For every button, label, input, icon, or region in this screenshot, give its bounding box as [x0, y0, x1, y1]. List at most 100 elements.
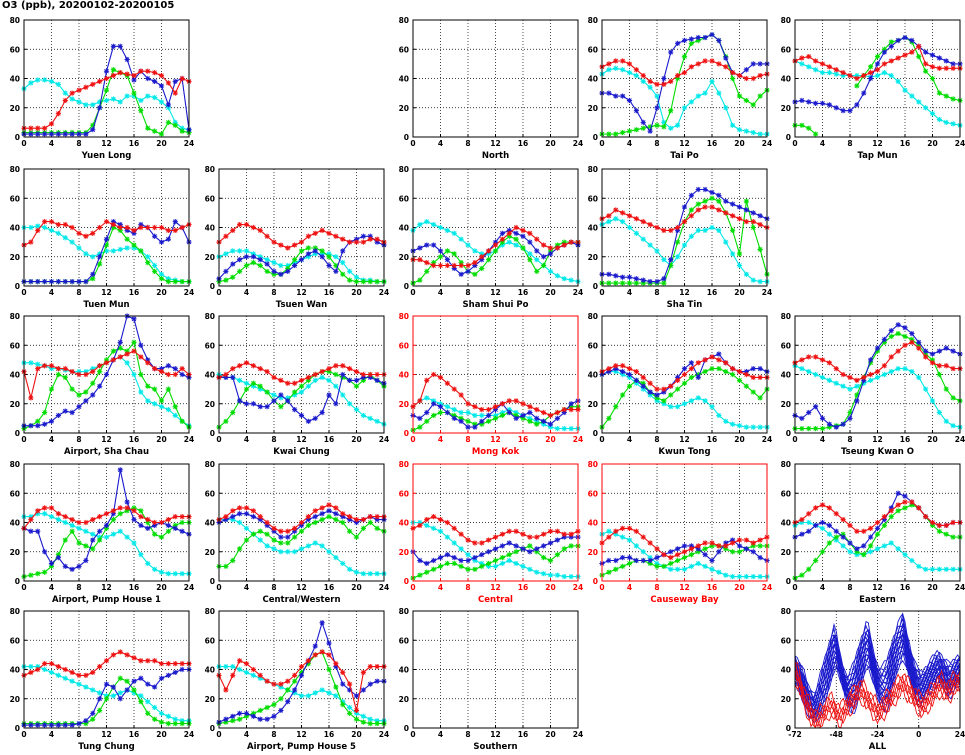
series-blue-point	[172, 78, 178, 85]
y-tick-label: 40	[781, 666, 791, 675]
x-tick-label: 16	[324, 730, 334, 739]
y-tick-label: 60	[10, 194, 20, 203]
series-red-point	[48, 505, 55, 511]
series-green-point	[950, 96, 956, 102]
series-blue-point	[69, 566, 75, 572]
series-red-point	[750, 75, 756, 82]
x-tick-label: 24	[379, 435, 389, 444]
x-tick-label: 12	[101, 730, 111, 739]
series-red-point	[131, 227, 137, 234]
series-red-point	[230, 672, 236, 678]
series-green-point	[223, 719, 229, 725]
series-blue-point	[278, 392, 284, 398]
series-cyan-point	[131, 371, 137, 378]
series-red-point	[826, 505, 832, 511]
series-cyan-point	[826, 531, 832, 537]
series-green-point	[158, 719, 165, 725]
y-tick-label: 60	[781, 489, 791, 498]
series-blue-point	[340, 514, 346, 520]
series-red-point	[743, 75, 749, 82]
series-cyan-point	[312, 690, 318, 696]
y-tick-label: 80	[781, 16, 791, 25]
series-red-point	[723, 64, 729, 70]
series-blue-point	[874, 345, 881, 351]
series-cyan-point	[179, 718, 185, 724]
x-tick-label: 0	[599, 435, 604, 444]
y-tick-label: 20	[10, 253, 20, 262]
series-cyan-point	[278, 262, 284, 269]
series-blue-point	[264, 716, 270, 722]
series-red-point	[28, 239, 34, 245]
x-tick-label: 12	[490, 139, 500, 148]
x-tick-label: 16	[707, 139, 717, 148]
panel-frame	[794, 610, 961, 729]
series-blue-point	[326, 640, 332, 646]
series-blue-point	[305, 516, 311, 523]
x-tick-label: 8	[271, 583, 276, 592]
series-cyan-point	[547, 424, 554, 430]
series-red-point	[633, 67, 639, 73]
series-green-point	[28, 572, 34, 578]
series-red-point	[750, 374, 756, 381]
series-red-point	[333, 233, 339, 239]
series-red-point	[431, 371, 437, 378]
series-green-point	[923, 351, 929, 357]
panel-frame	[218, 315, 385, 434]
series-red-point	[661, 81, 667, 87]
series-blue-point	[688, 36, 694, 42]
series-green-point	[237, 716, 243, 722]
series-red-point	[620, 210, 626, 216]
series-cyan-point	[819, 525, 826, 531]
series-red-point	[675, 377, 681, 383]
series-blue-point	[472, 555, 478, 561]
series-green-point	[661, 398, 667, 404]
series-red-point	[298, 519, 305, 526]
series-red-point	[813, 58, 819, 64]
y-tick-label: 0	[404, 577, 409, 586]
series-blue-point	[424, 242, 430, 248]
series-cyan-point	[923, 105, 929, 111]
series-blue-point	[48, 722, 55, 728]
series-red-point	[131, 655, 137, 661]
series-red-point	[165, 371, 171, 378]
series-cyan-point	[757, 574, 763, 580]
series-green-point	[681, 555, 688, 561]
series-cyan-point	[451, 540, 457, 546]
series-green-point	[138, 248, 144, 254]
series-blue-point	[681, 366, 688, 372]
series-green-point	[895, 508, 901, 514]
series-green-point	[681, 380, 688, 386]
series-red-point	[76, 519, 82, 526]
series-red-point	[806, 53, 812, 60]
series-blue-point	[743, 368, 749, 375]
series-blue-point	[647, 279, 653, 285]
series-green-point	[513, 236, 519, 242]
series-red-point	[702, 58, 708, 64]
series-green-point	[695, 549, 701, 555]
x-tick-label: 24	[379, 288, 389, 297]
series-red-point	[654, 81, 660, 87]
series-blue-point	[165, 522, 171, 529]
series-red-point	[35, 125, 41, 131]
series-red-point	[527, 230, 533, 236]
series-red-point	[35, 666, 41, 673]
series-blue-point	[854, 546, 860, 552]
x-tick-label: 8	[654, 139, 659, 148]
series-cyan-point	[874, 72, 881, 79]
series-blue-point	[110, 684, 116, 690]
x-tick-label: 16	[900, 435, 910, 444]
series-cyan-point	[117, 690, 123, 696]
series-green-point	[97, 261, 103, 267]
series-cyan-point	[688, 99, 694, 105]
series-red-point	[374, 663, 380, 670]
series-cyan-point	[554, 273, 560, 279]
series-cyan-point	[813, 371, 819, 378]
series-cyan-point	[158, 569, 165, 575]
series-blue-point	[929, 351, 936, 357]
series-green-point	[158, 276, 165, 282]
series-cyan-point	[730, 421, 736, 427]
series-green-point	[298, 528, 305, 534]
series-blue-line	[794, 612, 961, 702]
series-green-point	[902, 333, 908, 340]
